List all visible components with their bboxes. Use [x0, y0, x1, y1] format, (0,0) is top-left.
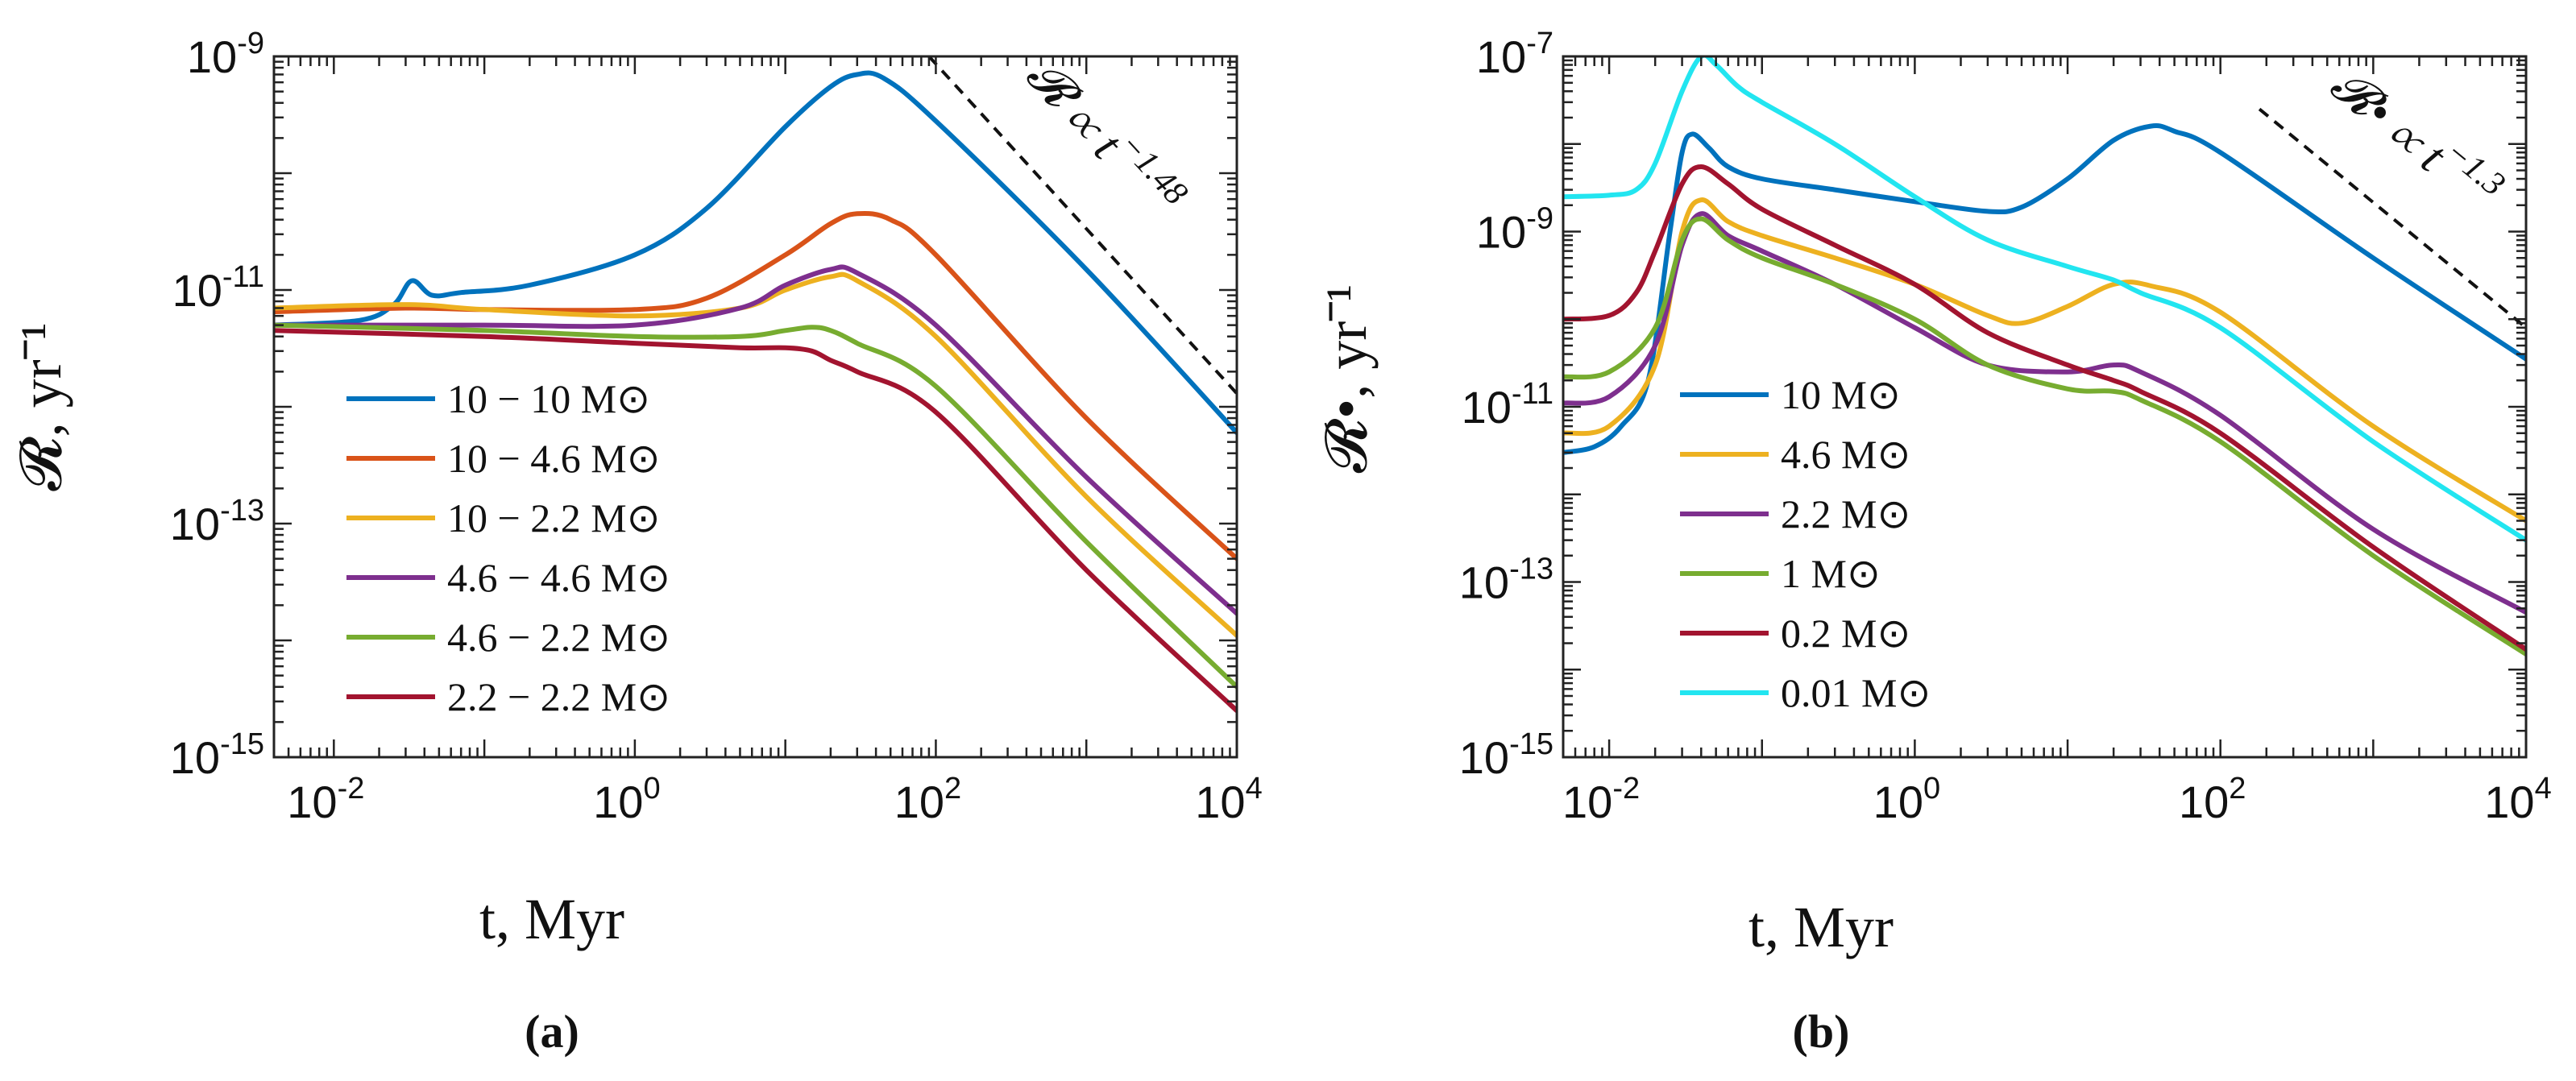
panel-b-ytick-label-2: 10-11: [1462, 377, 1553, 433]
panel-a-xtick-label-2: 102: [894, 772, 961, 827]
panel-a-legend-label-4: 4.6 − 2.2 M⊙: [447, 615, 670, 660]
ytick-base: 10: [170, 499, 220, 549]
panel-a-xtick-label-0: 10-2: [287, 772, 364, 827]
xtick-base: 10: [2484, 777, 2534, 827]
ytick-base: 10: [187, 31, 237, 82]
panel-a-legend: 10 − 10 M⊙ 10 − 4.6 M⊙ 10 − 2.2 M⊙ 4.6 − 4.…: [346, 376, 670, 719]
panel-b-legend-label-2: 2.2 M⊙: [1781, 491, 1910, 536]
ytick-exp: -15: [1509, 727, 1553, 761]
xtick-base: 10: [593, 777, 643, 827]
panel-b-legend-label-0: 10 M⊙: [1781, 372, 1901, 417]
panel-b-curves: [1563, 56, 2526, 657]
ytick-base: 10: [1462, 382, 1512, 433]
xtick-exp: 0: [643, 772, 660, 806]
xtick-exp: 0: [1923, 772, 1940, 806]
ytick-base: 10: [1476, 31, 1526, 82]
panel-b-ytick-label-1: 10-13: [1459, 553, 1553, 608]
panel-a-caption: (a): [525, 1005, 579, 1058]
panel-b-xtick-label-0: 10-2: [1562, 772, 1640, 827]
panel-a-legend-label-0: 10 − 10 M⊙: [447, 376, 650, 421]
xtick-exp: 4: [2535, 772, 2552, 806]
ytick-exp: -9: [1526, 202, 1553, 236]
panel-a-series-0: [274, 70, 1237, 436]
xtick-exp: 2: [2229, 772, 2246, 806]
panel-a-series-3: [274, 264, 1237, 616]
ytick-exp: -13: [1509, 553, 1553, 586]
xtick-exp: -2: [338, 772, 365, 806]
xtick-exp: 2: [944, 772, 961, 806]
xtick-base: 10: [1873, 777, 1923, 827]
panel-a-ytick-label-2: 10-11: [172, 260, 264, 316]
panel-a-ytick-label-1: 10-13: [170, 494, 264, 549]
panel-a-annotation-exp: −1.48: [1112, 126, 1195, 212]
panel-b-series-5: [1563, 56, 2526, 543]
panel-a-series-5: [274, 328, 1237, 714]
ytick-base: 10: [170, 732, 220, 783]
panel-a-series-4: [274, 322, 1237, 690]
panel-b-legend-label-5: 0.01 M⊙: [1781, 670, 1931, 715]
panel-a-series-2: [274, 271, 1237, 638]
panel-b-annotation-text: 𝓡• ∝ t: [2321, 57, 2457, 182]
panel-b-xtick-label-1: 100: [1873, 772, 1940, 827]
panel-b-caption: (b): [1793, 1005, 1850, 1058]
ytick-base: 10: [1476, 207, 1526, 258]
xtick-base: 10: [894, 777, 944, 827]
svg-text:𝓡 ∝ t−1.48: 𝓡 ∝ t−1.48: [1017, 43, 1195, 229]
panel-b-axes-frame: [1562, 55, 2528, 759]
panel-a-legend-label-3: 4.6 − 4.6 M⊙: [447, 555, 670, 600]
panel-b-ylabel: 𝓡•, yr⁻¹: [1314, 284, 1379, 474]
ytick-exp: -15: [220, 727, 264, 761]
panel-b-legend-label-3: 1 M⊙: [1781, 551, 1881, 596]
xtick-base: 10: [1562, 777, 1612, 827]
panel-a-legend-label-2: 10 − 2.2 M⊙: [447, 495, 661, 540]
ytick-exp: -13: [220, 494, 264, 528]
ytick-base: 10: [172, 265, 222, 316]
ytick-exp: -11: [1512, 377, 1553, 411]
panel-a-xtick-label-1: 100: [593, 772, 660, 827]
panel-b-series-0: [1563, 123, 2526, 455]
panel-a-series-1: [274, 210, 1237, 561]
panel-a-legend-label-1: 10 − 4.6 M⊙: [447, 436, 661, 481]
panel-a-xlabel: t, Myr: [479, 887, 624, 951]
panel-b-legend: 10 M⊙ 4.6 M⊙ 2.2 M⊙ 1 M⊙ 0.2 M⊙ 0.01 M⊙: [1680, 372, 1931, 715]
panel-a-ytick-label-0: 10-15: [170, 727, 264, 783]
panel-b-series-4: [1563, 164, 2526, 652]
panel-b-ytick-label-0: 10-15: [1459, 727, 1553, 783]
xtick-base: 10: [2179, 777, 2229, 827]
svg-text:𝓡• ∝ t−1.3: 𝓡• ∝ t−1.3: [2321, 51, 2512, 223]
ytick-base: 10: [1459, 732, 1509, 783]
panel-a-curves: [274, 70, 1237, 714]
ytick-exp: -7: [1526, 27, 1553, 60]
panel-b: 𝓡• ∝ t−1.3 10-2 100 102 10410-1510-1310-111…: [1314, 27, 2552, 1058]
panel-b-legend-label-4: 0.2 M⊙: [1781, 611, 1910, 656]
panel-b-series-3: [1563, 216, 2526, 657]
panel-b-ytick-label-4: 10-7: [1476, 27, 1553, 82]
panel-b-legend-label-1: 4.6 M⊙: [1781, 432, 1910, 477]
panel-a-ytick-label-3: 10-9: [187, 27, 264, 82]
xtick-exp: 4: [1246, 772, 1263, 806]
ytick-base: 10: [1459, 557, 1509, 608]
panel-b-series-1: [1563, 197, 2526, 524]
panel-a-legend-label-5: 2.2 − 2.2 M⊙: [447, 674, 670, 719]
ytick-exp: -11: [222, 260, 264, 294]
panel-b-xtick-label-3: 104: [2484, 772, 2551, 827]
xtick-base: 10: [287, 777, 337, 827]
panel-a-ylabel: 𝓡, yr⁻¹: [9, 322, 73, 491]
panel-a: 𝓡 ∝ t−1.48 10-2 100 102 10410-1510-1310-111…: [9, 27, 1263, 1058]
panel-b-xtick-label-2: 102: [2179, 772, 2246, 827]
panel-b-xlabel: t, Myr: [1748, 895, 1894, 959]
panel-a-xtick-label-3: 104: [1195, 772, 1262, 827]
xtick-base: 10: [1195, 777, 1245, 827]
panel-b-slope-annotation: 𝓡• ∝ t−1.3: [2321, 51, 2512, 223]
panel-a-slope-annotation: 𝓡 ∝ t−1.48: [1017, 43, 1195, 229]
xtick-exp: -2: [1612, 772, 1640, 806]
panel-b-ytick-label-3: 10-9: [1476, 202, 1553, 258]
ytick-exp: -9: [237, 27, 264, 60]
